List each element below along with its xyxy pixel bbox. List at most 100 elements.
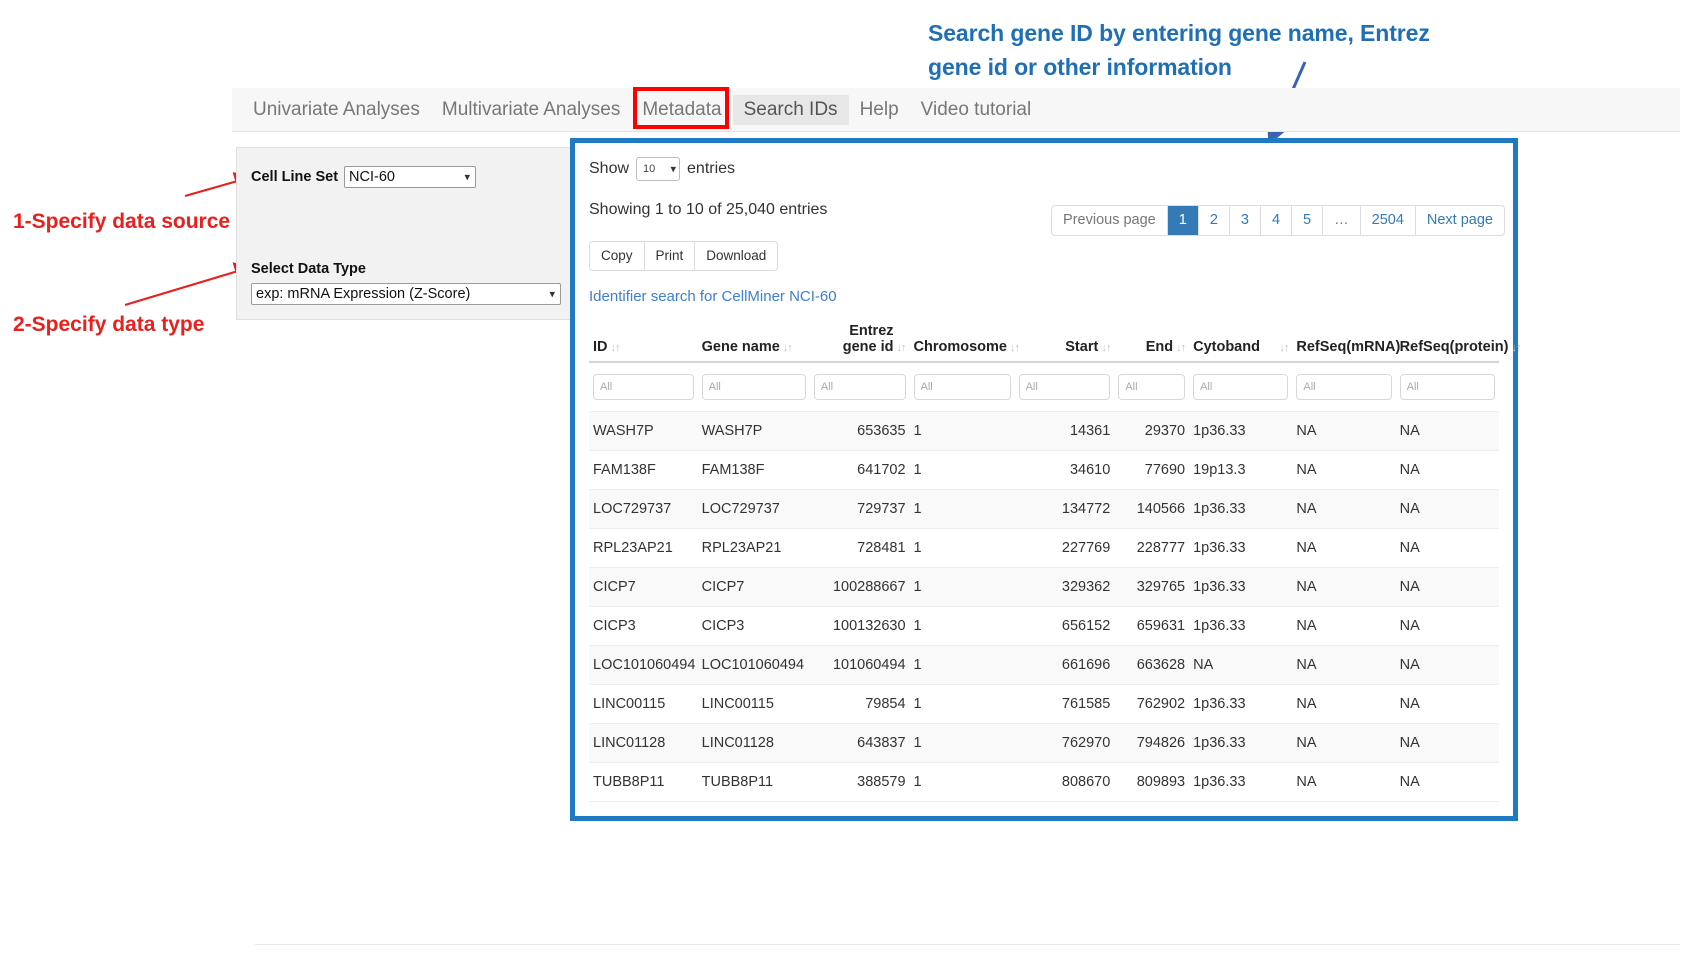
table-cell: TUBB8P11	[589, 762, 698, 802]
nav-item-video-tutorial[interactable]: Video tutorial	[920, 99, 1032, 120]
sort-icon[interactable]: ↓↑	[896, 341, 907, 354]
table-cell: 134772	[1014, 489, 1115, 529]
table-cell: TUBB8P11	[697, 762, 810, 802]
col-header-end[interactable]: End ↓↑	[1114, 322, 1190, 363]
table-cell: NA	[1292, 411, 1396, 451]
pagination-page-4[interactable]: 4	[1259, 206, 1291, 235]
table-cell: NA	[1292, 528, 1396, 568]
table-cell: LINC00115	[697, 684, 810, 724]
table-cell: CICP3	[697, 606, 810, 646]
sort-icon[interactable]: ↓↑	[1010, 341, 1020, 354]
filter-input-cytoband[interactable]	[1193, 373, 1289, 400]
entries-label: entries	[687, 160, 736, 177]
pagination-page-3[interactable]: 3	[1228, 206, 1260, 235]
table-cell: 100288667	[809, 567, 910, 607]
sort-icon[interactable]: ↓↑	[1403, 341, 1413, 354]
table-cell: 1p36.33	[1189, 567, 1293, 607]
filter-cell-gene-name	[697, 361, 810, 412]
pagination-page-2[interactable]: 2	[1197, 206, 1229, 235]
table-cell: 329362	[1014, 567, 1115, 607]
table-cell: LINC01128	[697, 723, 810, 763]
table-cell: NA	[1292, 762, 1396, 802]
data-type-label: Select Data Type	[251, 261, 366, 277]
cell-line-set-select-wrap: NCI-60 ▾	[338, 166, 477, 188]
table-cell: 794826	[1114, 723, 1190, 763]
nav-list: Univariate Analyses Multivariate Analyse…	[232, 88, 1680, 132]
filter-input-chromosome[interactable]	[913, 373, 1011, 400]
table-cell: 34610	[1014, 450, 1115, 490]
filter-input-refseq-protein[interactable]	[1399, 373, 1495, 400]
table-cell: 1p36.33	[1189, 723, 1293, 763]
pagination-previous[interactable]: Previous page	[1063, 212, 1156, 228]
nav-item-search-ids[interactable]: Search IDs	[732, 95, 849, 125]
filter-input-start[interactable]	[1018, 373, 1111, 400]
download-button[interactable]: Download	[695, 241, 779, 271]
col-header-id[interactable]: ID ↓↑	[589, 322, 698, 363]
table-cell: LINC01128	[589, 723, 698, 763]
annotation-search-note: Search gene ID by entering gene name, En…	[928, 20, 1430, 80]
table-cell: NA	[1292, 489, 1396, 529]
col-header-entrez-gene-id[interactable]: Entrez gene id ↓↑	[809, 322, 910, 363]
table-cell: 762970	[1014, 723, 1115, 763]
table-cell: FAM138F	[697, 450, 810, 490]
data-type-select[interactable]: exp: mRNA Expression (Z-Score)	[251, 283, 561, 305]
nav-item-help[interactable]: Help	[859, 99, 899, 120]
col-label: ID	[593, 338, 608, 355]
table-cell: 329765	[1114, 567, 1190, 607]
nav-item-multivariate-analyses[interactable]: Multivariate Analyses	[441, 99, 621, 120]
table-cell: 1p36.33	[1189, 411, 1293, 451]
table-cell: 1p36.33	[1189, 684, 1293, 724]
filter-input-end[interactable]	[1118, 373, 1186, 400]
table-cell: 1	[909, 723, 1015, 763]
show-label: Show	[589, 160, 630, 177]
pagination: Previous page 1 2 3 4 5 … 2504 Next page	[1051, 205, 1505, 236]
table-cell: 663628	[1114, 645, 1190, 685]
filter-input-gene-name[interactable]	[701, 373, 806, 400]
filter-input-entrez-gene-id[interactable]	[813, 373, 906, 400]
nav-item-metadata[interactable]: Metadata	[642, 99, 722, 120]
annotation-step-2: 2-Specify data type	[13, 313, 205, 336]
sort-icon[interactable]: ↓↑	[610, 341, 621, 354]
filter-input-refseq-mrna[interactable]	[1296, 373, 1392, 400]
sort-icon[interactable]: ↓↑	[1511, 341, 1521, 354]
filter-cell-id	[589, 361, 698, 412]
table-cell: NA	[1395, 450, 1499, 490]
cell-line-set-select[interactable]: NCI-60	[344, 166, 477, 188]
pagination-page-last[interactable]: 2504	[1359, 206, 1415, 235]
sort-icon[interactable]: ↓↑	[1176, 341, 1186, 354]
table-cell: 1p36.33	[1189, 762, 1293, 802]
sort-icon[interactable]: ↓↑	[1279, 341, 1289, 354]
sort-icon[interactable]: ↓↑	[1101, 341, 1111, 354]
nav-item-univariate-analyses[interactable]: Univariate Analyses	[253, 99, 420, 120]
table-cell: 388579	[809, 762, 910, 802]
print-button[interactable]: Print	[644, 241, 696, 271]
table-row: RPL23AP21 RPL23AP21 728481 1 227769 228777 1p3…	[589, 528, 1499, 568]
sort-icon[interactable]: ↓↑	[782, 341, 793, 354]
pagination-page-5[interactable]: 5	[1291, 206, 1322, 235]
table-cell: NA	[1395, 684, 1499, 724]
pagination-next[interactable]: Next page	[1414, 206, 1504, 235]
table-cell: 79854	[809, 684, 910, 724]
col-header-refseq-mrna[interactable]: RefSeq(mRNA) ↓↑	[1292, 322, 1413, 363]
showing-entries-text: Showing 1 to 10 of 25,040 entries	[589, 201, 828, 218]
copy-button[interactable]: Copy	[589, 241, 645, 271]
table-cell: NA	[1395, 645, 1499, 685]
col-header-cytoband[interactable]: Cytoband ↓↑	[1189, 322, 1293, 363]
table-cell: 1p36.33	[1189, 606, 1293, 646]
filter-input-id[interactable]	[593, 373, 694, 400]
table-cell: NA	[1395, 489, 1499, 529]
entries-per-page-select[interactable]: 10	[636, 157, 681, 181]
col-header-gene-name[interactable]: Gene name ↓↑	[697, 322, 810, 363]
pagination-page-1[interactable]: 1	[1166, 206, 1198, 235]
table-cell: 100132630	[809, 606, 910, 646]
col-header-start[interactable]: Start ↓↑	[1014, 322, 1115, 363]
col-header-chromosome[interactable]: Chromosome ↓↑	[909, 322, 1020, 363]
identifier-search-link[interactable]: Identifier search for CellMiner NCI-60	[589, 287, 837, 305]
table-cell: 1	[909, 606, 1015, 646]
main-navbar: Univariate Analyses Multivariate Analyse…	[232, 88, 1680, 132]
table-cell: 809893	[1114, 762, 1190, 802]
col-header-refseq-protein[interactable]: RefSeq(protein) ↓↑	[1395, 322, 1521, 363]
col-label: Start	[1065, 338, 1099, 355]
data-type-select-wrap: exp: mRNA Expression (Z-Score) ▾	[251, 283, 561, 305]
data-type-row: Select Data Type exp: mRNA Expression (Z…	[251, 261, 561, 305]
